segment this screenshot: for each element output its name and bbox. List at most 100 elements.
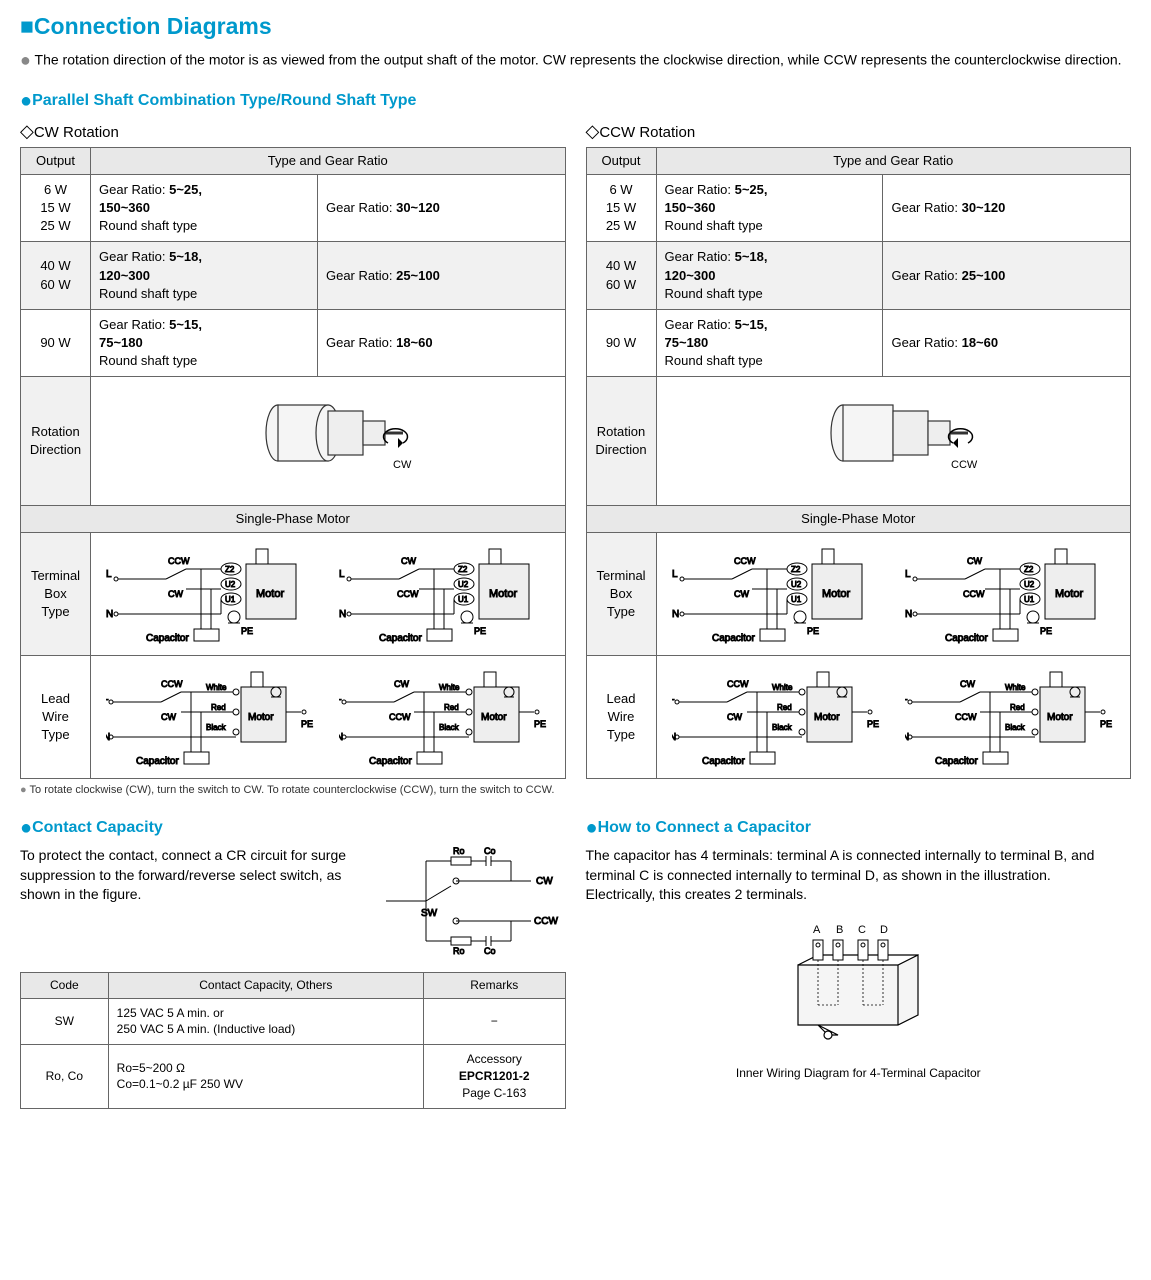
- svg-text:Ro: Ro: [453, 946, 465, 956]
- svg-text:Red: Red: [1010, 703, 1025, 712]
- svg-text:Z2: Z2: [225, 565, 235, 574]
- contact-title: ●Contact Capacity: [20, 814, 566, 842]
- svg-text:Black: Black: [772, 723, 793, 732]
- svg-text:A: A: [813, 924, 821, 936]
- lead-wire-row: Lead Wire Type Motor L N: [21, 655, 566, 778]
- svg-text:L: L: [339, 569, 345, 580]
- svg-text:Capacitor: Capacitor: [712, 633, 755, 644]
- table-header-row: Output Type and Gear Ratio: [21, 147, 566, 174]
- wiring-leadwire-ccw-1: Motor L N CCW CW White Red: [672, 662, 882, 772]
- svg-text:CCW: CCW: [951, 459, 978, 471]
- ccw-rotation-title: ◇CCW Rotation: [586, 119, 1132, 144]
- svg-text:L: L: [905, 692, 908, 703]
- svg-text:White: White: [206, 683, 227, 692]
- wiring-terminal-ccw-1: Motor L N CCW CW Z2 U2: [672, 539, 882, 649]
- svg-text:CCW: CCW: [161, 679, 183, 689]
- svg-text:N: N: [905, 732, 909, 743]
- cw-rotation-title: ◇CW Rotation: [20, 119, 566, 144]
- wiring-terminal-cw-1: Motor L N CCW CW Z2 U2: [106, 539, 316, 649]
- output-header: Output: [21, 147, 91, 174]
- footnote: ● To rotate clockwise (CW), turn the swi…: [20, 783, 1131, 798]
- svg-text:N: N: [106, 609, 113, 620]
- contact-row: Ro, Co Ro=5~200 Ω Co=0.1~0.2 µF 250 WV A…: [21, 1045, 566, 1108]
- svg-text:B: B: [836, 924, 843, 936]
- wiring-terminal-cw-2: Motor L N CW CCW Z2 U2: [339, 539, 549, 649]
- svg-text:CW: CW: [393, 459, 412, 471]
- svg-text:N: N: [905, 609, 912, 620]
- lower-sections: ●Contact Capacity To protect the contact…: [20, 798, 1131, 1108]
- svg-text:Motor: Motor: [256, 588, 284, 600]
- contact-text: To protect the contact, connect a CR cir…: [20, 846, 356, 905]
- diamond-icon: ◇: [20, 121, 34, 141]
- table-row: 40 W 60 W Gear Ratio: 5~18, 120~300Round…: [586, 242, 1131, 310]
- contact-table: Code Contact Capacity, Others Remarks SW…: [20, 972, 566, 1109]
- svg-text:Capacitor: Capacitor: [379, 633, 422, 644]
- capacitor-icon: A B C D: [758, 915, 958, 1055]
- svg-text:CCW: CCW: [955, 712, 977, 722]
- svg-text:Motor: Motor: [489, 588, 517, 600]
- wiring-leadwire-cw-1: Motor L N CCW CW White Red: [106, 662, 316, 772]
- svg-text:Capacitor: Capacitor: [136, 756, 179, 767]
- contact-row: SW 125 VAC 5 A min. or 250 VAC 5 A min. …: [21, 998, 566, 1045]
- contact-header-row: Code Contact Capacity, Others Remarks: [21, 972, 566, 998]
- svg-text:U2: U2: [791, 580, 802, 589]
- svg-text:CCW: CCW: [168, 556, 190, 566]
- svg-text:CCW: CCW: [389, 712, 411, 722]
- svg-text:U2: U2: [1024, 580, 1035, 589]
- table-row: 90 W Gear Ratio: 5~15, 75~180Round shaft…: [21, 309, 566, 377]
- table-row: 40 W 60 W Gear Ratio: 5~18, 120~300Round…: [21, 242, 566, 310]
- svg-text:L: L: [672, 569, 678, 580]
- svg-text:White: White: [439, 683, 460, 692]
- wiring-terminal-ccw-2: Motor L N CW CCW Z2 U2: [905, 539, 1115, 649]
- ccw-table: Output Type and Gear Ratio 6 W 15 W 25 W…: [586, 147, 1132, 779]
- square-icon: ■: [20, 13, 34, 39]
- svg-text:Red: Red: [211, 703, 226, 712]
- svg-text:Z2: Z2: [1024, 565, 1034, 574]
- svg-text:PE: PE: [807, 626, 819, 636]
- svg-text:N: N: [672, 732, 676, 743]
- svg-text:CCW: CCW: [397, 589, 419, 599]
- svg-text:Motor: Motor: [481, 712, 507, 723]
- svg-text:PE: PE: [1100, 719, 1112, 729]
- intro-text: The rotation direction of the motor is a…: [35, 51, 1122, 67]
- cr-circuit-icon: SW CW CCW Ro Co Ro Co: [366, 846, 566, 956]
- svg-text:CW: CW: [168, 589, 183, 599]
- wiring-leadwire-cw-2: Motor L N CW CCW White Red: [339, 662, 549, 772]
- svg-text:N: N: [106, 732, 110, 743]
- svg-text:Motor: Motor: [1047, 712, 1073, 723]
- svg-text:Motor: Motor: [248, 712, 274, 723]
- svg-text:CW: CW: [536, 876, 553, 887]
- svg-text:Motor: Motor: [814, 712, 840, 723]
- rotation-direction-row: Rotation Direction CCW: [586, 377, 1131, 505]
- capacitor-section: ●How to Connect a Capacitor The capacito…: [586, 798, 1132, 1108]
- table-row: 6 W 15 W 25 W Gear Ratio: 5~25, 150~360R…: [21, 174, 566, 242]
- svg-text:PE: PE: [241, 626, 253, 636]
- contact-diagram: SW CW CCW Ro Co Ro Co: [366, 846, 566, 962]
- svg-text:SW: SW: [421, 908, 438, 919]
- svg-text:PE: PE: [867, 719, 879, 729]
- bullet-icon: ●: [20, 784, 27, 796]
- svg-text:Ro: Ro: [453, 846, 465, 856]
- svg-text:White: White: [1005, 683, 1026, 692]
- ccw-column: ◇CCW Rotation Output Type and Gear Ratio…: [586, 119, 1132, 778]
- intro-line: ● The rotation direction of the motor is…: [20, 48, 1131, 73]
- title-text: Connection Diagrams: [34, 13, 272, 39]
- terminal-box-row: Terminal Box Type Motor L N: [21, 532, 566, 655]
- subtitle: ●Parallel Shaft Combination Type/Round S…: [20, 87, 1131, 115]
- svg-text:CW: CW: [734, 589, 749, 599]
- capacitor-caption: Inner Wiring Diagram for 4-Terminal Capa…: [586, 1065, 1132, 1082]
- svg-text:N: N: [339, 609, 346, 620]
- svg-text:Motor: Motor: [1055, 588, 1083, 600]
- svg-text:CCW: CCW: [727, 679, 749, 689]
- svg-text:Capacitor: Capacitor: [945, 633, 988, 644]
- capacitor-diagram: A B C D Inner Wiring Diagram for 4-Termi…: [586, 915, 1132, 1081]
- svg-text:Capacitor: Capacitor: [935, 756, 978, 767]
- lead-wire-row: Lead Wire Type Motor L N: [586, 655, 1131, 778]
- svg-text:U1: U1: [458, 595, 469, 604]
- svg-text:L: L: [339, 692, 342, 703]
- page-title: ■Connection Diagrams: [20, 10, 1131, 42]
- rotation-direction-row: Rotation Direction CW: [21, 377, 566, 505]
- motor-ccw-icon: CCW: [803, 383, 983, 493]
- diamond-icon: ◇: [586, 121, 600, 141]
- svg-text:Capacitor: Capacitor: [369, 756, 412, 767]
